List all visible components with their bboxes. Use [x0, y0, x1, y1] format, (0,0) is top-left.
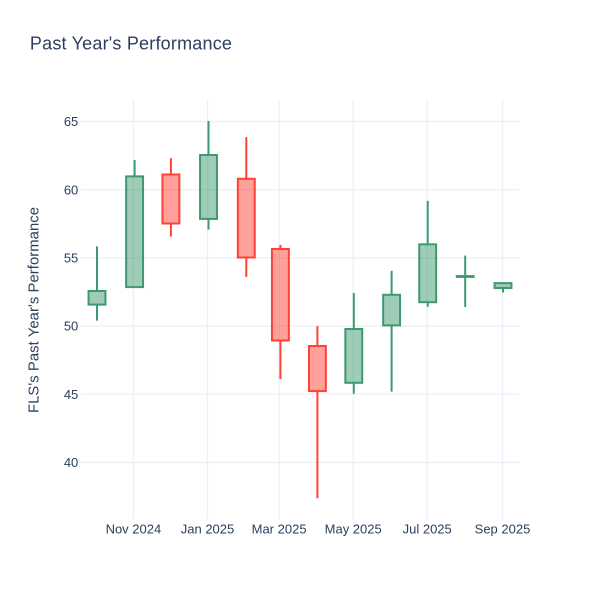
svg-text:65: 65	[64, 114, 78, 129]
svg-text:Sep 2025: Sep 2025	[475, 521, 531, 536]
svg-text:Mar 2025: Mar 2025	[252, 521, 307, 536]
svg-text:Jan 2025: Jan 2025	[181, 521, 235, 536]
svg-text:FLS's Past Year's Performance: FLS's Past Year's Performance	[27, 207, 43, 413]
svg-text:Jul 2025: Jul 2025	[403, 521, 452, 536]
svg-text:Past Year's Performance: Past Year's Performance	[30, 34, 232, 54]
svg-text:May 2025: May 2025	[325, 521, 382, 536]
svg-text:55: 55	[64, 251, 78, 266]
svg-text:60: 60	[64, 182, 78, 197]
svg-text:Nov 2024: Nov 2024	[106, 521, 162, 536]
svg-text:45: 45	[64, 387, 78, 402]
svg-text:40: 40	[64, 455, 78, 470]
svg-text:50: 50	[64, 319, 78, 334]
